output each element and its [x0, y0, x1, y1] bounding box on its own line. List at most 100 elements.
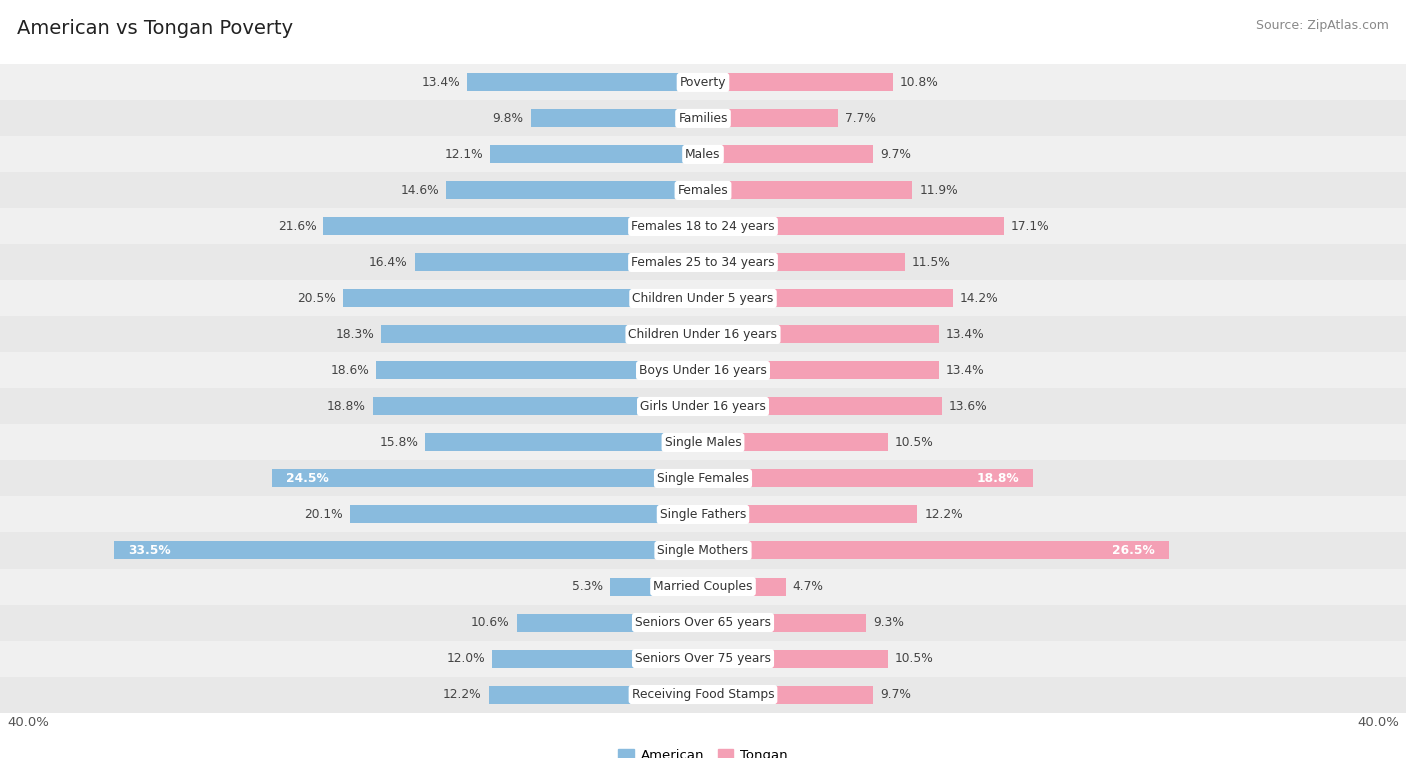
Text: Single Fathers: Single Fathers	[659, 508, 747, 521]
Text: 13.4%: 13.4%	[422, 76, 461, 89]
Bar	[703, 290, 953, 308]
Bar	[0, 676, 1406, 713]
Bar	[0, 136, 1406, 173]
Bar	[703, 469, 1033, 487]
Bar	[703, 506, 917, 524]
Text: 9.7%: 9.7%	[880, 688, 911, 701]
Bar	[114, 541, 703, 559]
Text: Males: Males	[685, 148, 721, 161]
Bar	[703, 613, 866, 631]
Bar	[703, 109, 838, 127]
Bar	[0, 568, 1406, 605]
Text: 12.2%: 12.2%	[443, 688, 481, 701]
Text: Single Males: Single Males	[665, 436, 741, 449]
Bar	[703, 218, 1004, 236]
Text: 21.6%: 21.6%	[278, 220, 316, 233]
Text: Single Mothers: Single Mothers	[658, 544, 748, 557]
Bar	[491, 146, 703, 164]
Text: 10.5%: 10.5%	[894, 436, 934, 449]
Text: 13.4%: 13.4%	[945, 364, 984, 377]
Bar	[703, 181, 912, 199]
Bar	[447, 181, 703, 199]
Text: 11.9%: 11.9%	[920, 184, 957, 197]
Text: 10.5%: 10.5%	[894, 652, 934, 665]
Bar	[0, 532, 1406, 568]
Bar	[703, 253, 905, 271]
Legend: American, Tongan: American, Tongan	[613, 744, 793, 758]
Bar	[610, 578, 703, 596]
Text: Females 25 to 34 years: Females 25 to 34 years	[631, 256, 775, 269]
Bar	[0, 461, 1406, 496]
Bar	[323, 218, 703, 236]
Text: Children Under 5 years: Children Under 5 years	[633, 292, 773, 305]
Bar	[381, 325, 703, 343]
Text: Seniors Over 65 years: Seniors Over 65 years	[636, 616, 770, 629]
Text: 18.6%: 18.6%	[330, 364, 368, 377]
Text: 18.8%: 18.8%	[326, 400, 366, 413]
Text: 10.8%: 10.8%	[900, 76, 939, 89]
Text: 12.1%: 12.1%	[444, 148, 484, 161]
Text: Boys Under 16 years: Boys Under 16 years	[640, 364, 766, 377]
Text: 4.7%: 4.7%	[793, 580, 824, 593]
Bar	[0, 101, 1406, 136]
Bar	[703, 685, 873, 703]
Bar	[0, 208, 1406, 244]
Bar	[703, 74, 893, 92]
Text: 5.3%: 5.3%	[572, 580, 603, 593]
Bar	[0, 64, 1406, 100]
Text: Source: ZipAtlas.com: Source: ZipAtlas.com	[1256, 19, 1389, 32]
Bar	[273, 469, 703, 487]
Text: 9.8%: 9.8%	[492, 112, 524, 125]
Bar	[703, 325, 939, 343]
Bar	[0, 280, 1406, 317]
Text: American vs Tongan Poverty: American vs Tongan Poverty	[17, 19, 292, 38]
Text: 9.3%: 9.3%	[873, 616, 904, 629]
Bar	[0, 352, 1406, 388]
Text: 14.6%: 14.6%	[401, 184, 439, 197]
Text: 15.8%: 15.8%	[380, 436, 419, 449]
Text: 12.2%: 12.2%	[925, 508, 963, 521]
Bar	[0, 172, 1406, 208]
Bar	[492, 650, 703, 668]
Bar	[343, 290, 703, 308]
Text: 24.5%: 24.5%	[287, 472, 329, 485]
Text: Females 18 to 24 years: Females 18 to 24 years	[631, 220, 775, 233]
Bar	[0, 424, 1406, 460]
Bar	[0, 244, 1406, 280]
Bar	[531, 109, 703, 127]
Text: 7.7%: 7.7%	[845, 112, 876, 125]
Text: Receiving Food Stamps: Receiving Food Stamps	[631, 688, 775, 701]
Text: 10.6%: 10.6%	[471, 616, 510, 629]
Bar	[375, 362, 703, 380]
Bar	[0, 641, 1406, 676]
Text: Children Under 16 years: Children Under 16 years	[628, 328, 778, 341]
Text: 18.8%: 18.8%	[977, 472, 1019, 485]
Bar	[467, 74, 703, 92]
Bar	[703, 397, 942, 415]
Text: Females: Females	[678, 184, 728, 197]
Text: Poverty: Poverty	[679, 76, 727, 89]
Text: 18.3%: 18.3%	[336, 328, 374, 341]
Bar	[0, 605, 1406, 641]
Text: 26.5%: 26.5%	[1112, 544, 1154, 557]
Text: 13.4%: 13.4%	[945, 328, 984, 341]
Bar	[703, 650, 887, 668]
Text: Married Couples: Married Couples	[654, 580, 752, 593]
Text: Families: Families	[678, 112, 728, 125]
Bar	[425, 434, 703, 452]
Bar	[0, 496, 1406, 532]
Text: 14.2%: 14.2%	[960, 292, 998, 305]
Text: 20.1%: 20.1%	[304, 508, 343, 521]
Text: 16.4%: 16.4%	[370, 256, 408, 269]
Text: 12.0%: 12.0%	[447, 652, 485, 665]
Text: 33.5%: 33.5%	[128, 544, 172, 557]
Bar	[703, 362, 939, 380]
Bar	[415, 253, 703, 271]
Bar	[703, 578, 786, 596]
Bar	[489, 685, 703, 703]
Text: 40.0%: 40.0%	[7, 716, 49, 729]
Bar	[0, 388, 1406, 424]
Bar	[703, 434, 887, 452]
Bar	[350, 506, 703, 524]
Text: Seniors Over 75 years: Seniors Over 75 years	[636, 652, 770, 665]
